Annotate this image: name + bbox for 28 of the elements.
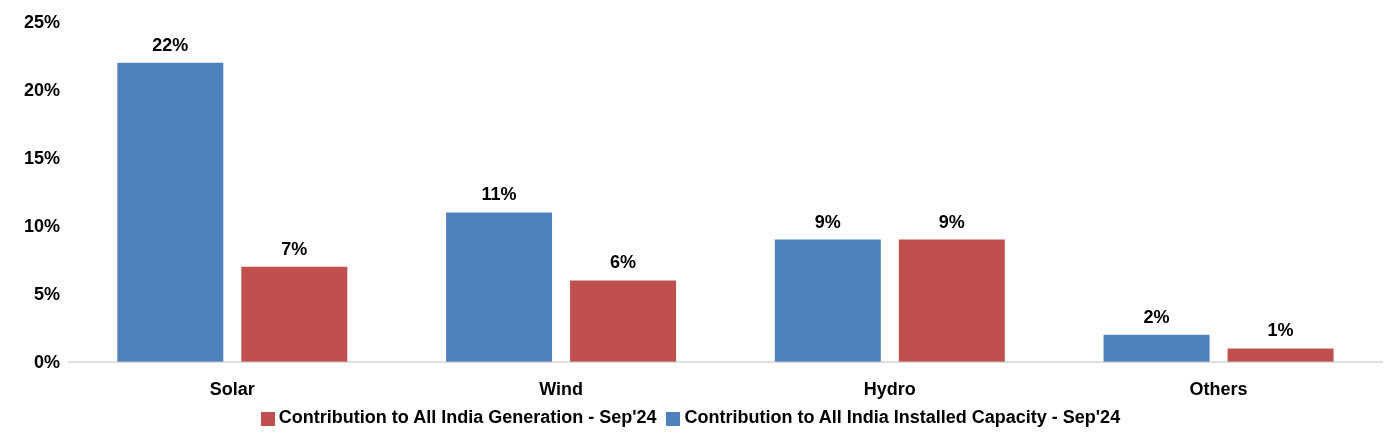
data-label: 7% xyxy=(281,238,308,259)
data-label: 11% xyxy=(481,184,517,205)
bar xyxy=(1103,334,1210,362)
y-tick-label: 15% xyxy=(23,148,60,169)
x-tick-label: Hydro xyxy=(863,378,916,399)
data-label: 22% xyxy=(152,34,189,55)
bar xyxy=(1227,348,1334,362)
data-label: 9% xyxy=(814,211,841,232)
bar xyxy=(241,266,348,362)
x-tick-label: Solar xyxy=(209,378,255,399)
bar xyxy=(446,212,553,362)
x-tick-label: Wind xyxy=(539,378,584,399)
data-label: 1% xyxy=(1267,320,1294,341)
bar xyxy=(898,239,1005,362)
x-tick-label: Others xyxy=(1189,378,1248,399)
legend-label: Contribution to All India Generation - Sep'24 xyxy=(278,407,657,427)
y-tick-label: 5% xyxy=(33,284,60,305)
y-tick-label: 20% xyxy=(23,80,60,101)
data-label: 2% xyxy=(1143,306,1170,327)
bar xyxy=(570,280,677,362)
y-tick-label: 25% xyxy=(23,12,60,33)
data-label: 9% xyxy=(938,211,965,232)
y-tick-label: 0% xyxy=(33,352,60,373)
bar xyxy=(774,239,881,362)
y-tick-label: 10% xyxy=(23,216,60,237)
legend-label: Contribution to All India Installed Capacity - Sep'24 xyxy=(684,407,1121,427)
bar xyxy=(117,62,224,362)
data-label: 6% xyxy=(610,252,637,273)
